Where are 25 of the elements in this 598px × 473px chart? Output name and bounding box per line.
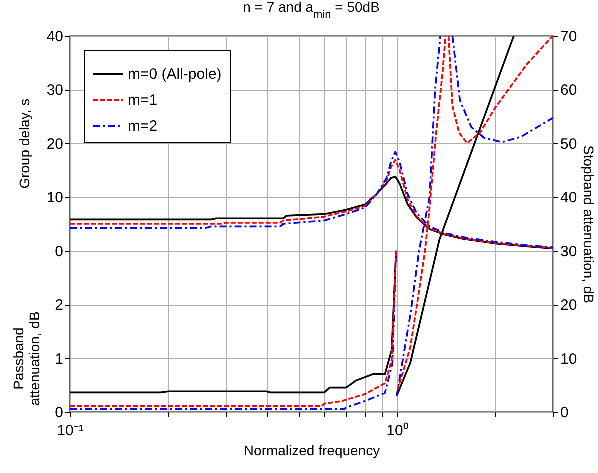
- y-tick-label: 40: [46, 28, 64, 46]
- y2-tick-label: 40: [560, 190, 578, 207]
- legend-label: m=2: [128, 118, 158, 135]
- x-axis-title: Normalized frequency: [244, 442, 380, 458]
- chart-title: n = 7 and a$_{min}$ = 50dB: [243, 0, 380, 21]
- y3-tick-label: 1: [55, 350, 64, 368]
- x-tick-label: 10⁰: [386, 422, 408, 440]
- y-tick-label: 10: [46, 190, 64, 207]
- y2-tick-label: 20: [560, 297, 578, 314]
- y2-tick-label: 50: [560, 136, 578, 153]
- y3-axis-title: Passband attenuation, dB: [10, 312, 42, 406]
- x-tick-label: 10⁻¹: [57, 422, 84, 440]
- y2-tick-label: 60: [560, 82, 578, 100]
- y2-tick-label: 10: [560, 350, 578, 368]
- y-tick-label: 0: [55, 243, 64, 260]
- legend-label: m=1: [128, 92, 158, 109]
- y2-tick-label: 30: [560, 243, 578, 260]
- y-tick-label: 30: [46, 82, 64, 100]
- legend-label: m=0 (All-pole): [128, 66, 222, 83]
- y2-axis-title: Stopband attenuation, dB: [581, 145, 598, 304]
- y-axis-title: Group delay, s: [16, 98, 32, 189]
- y2-tick-label: 0: [560, 404, 569, 422]
- y-tick-label: 20: [46, 136, 64, 153]
- y3-tick-label: 2: [55, 297, 64, 314]
- y2-tick-label: 70: [560, 28, 578, 46]
